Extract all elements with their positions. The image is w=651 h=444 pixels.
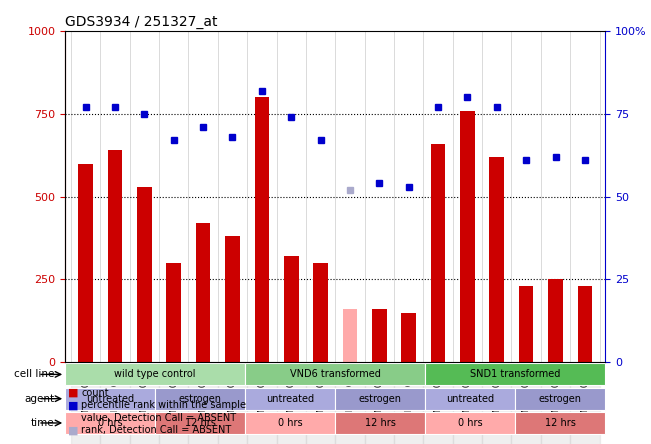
Text: ■: ■ xyxy=(68,388,79,398)
Bar xyxy=(570,362,600,444)
Text: time: time xyxy=(31,418,54,428)
Bar xyxy=(548,279,563,362)
Bar xyxy=(335,362,365,444)
Text: rank, Detection Call = ABSENT: rank, Detection Call = ABSENT xyxy=(81,425,232,435)
Text: SND1 transformed: SND1 transformed xyxy=(470,369,561,380)
Text: 0 hrs: 0 hrs xyxy=(458,418,482,428)
Text: GDS3934 / 251327_at: GDS3934 / 251327_at xyxy=(65,15,217,29)
FancyBboxPatch shape xyxy=(245,364,425,385)
FancyBboxPatch shape xyxy=(335,388,425,410)
Text: ■: ■ xyxy=(68,413,79,423)
Text: count: count xyxy=(81,388,109,398)
Bar xyxy=(159,362,188,444)
Text: 0 hrs: 0 hrs xyxy=(98,418,122,428)
Bar xyxy=(218,362,247,444)
Text: agent: agent xyxy=(24,394,54,404)
Bar xyxy=(313,263,328,362)
Bar xyxy=(130,362,159,444)
Bar xyxy=(372,309,387,362)
Bar xyxy=(519,286,533,362)
Bar xyxy=(482,362,512,444)
Bar xyxy=(78,163,93,362)
FancyBboxPatch shape xyxy=(155,388,245,410)
Text: 0 hrs: 0 hrs xyxy=(278,418,303,428)
Text: percentile rank within the sample: percentile rank within the sample xyxy=(81,400,246,410)
Bar xyxy=(255,97,270,362)
FancyBboxPatch shape xyxy=(425,388,516,410)
Text: value, Detection Call = ABSENT: value, Detection Call = ABSENT xyxy=(81,413,236,423)
Bar xyxy=(365,362,394,444)
Bar xyxy=(401,313,416,362)
Bar xyxy=(490,157,504,362)
Bar xyxy=(306,362,335,444)
Bar xyxy=(577,286,592,362)
FancyBboxPatch shape xyxy=(516,388,605,410)
Bar xyxy=(71,362,100,444)
Text: ■: ■ xyxy=(68,425,79,435)
FancyBboxPatch shape xyxy=(65,364,245,385)
Text: cell line: cell line xyxy=(14,369,54,380)
Bar xyxy=(247,362,277,444)
Bar xyxy=(137,187,152,362)
Text: estrogen: estrogen xyxy=(359,394,402,404)
FancyBboxPatch shape xyxy=(245,412,335,434)
FancyBboxPatch shape xyxy=(65,388,155,410)
FancyBboxPatch shape xyxy=(425,364,605,385)
FancyBboxPatch shape xyxy=(65,412,155,434)
Bar xyxy=(452,362,482,444)
Bar xyxy=(225,236,240,362)
Bar xyxy=(277,362,306,444)
Bar xyxy=(107,151,122,362)
Bar xyxy=(512,362,541,444)
Bar xyxy=(423,362,452,444)
Bar xyxy=(196,223,210,362)
FancyBboxPatch shape xyxy=(425,412,516,434)
Text: 12 hrs: 12 hrs xyxy=(185,418,215,428)
Text: estrogen: estrogen xyxy=(539,394,582,404)
Text: ■: ■ xyxy=(68,400,79,410)
FancyBboxPatch shape xyxy=(335,412,425,434)
Text: estrogen: estrogen xyxy=(178,394,222,404)
Text: wild type control: wild type control xyxy=(115,369,196,380)
Bar xyxy=(460,111,475,362)
Bar xyxy=(394,362,423,444)
Text: VND6 transformed: VND6 transformed xyxy=(290,369,381,380)
Bar xyxy=(342,309,357,362)
Bar xyxy=(431,144,445,362)
Text: 12 hrs: 12 hrs xyxy=(365,418,396,428)
Text: untreated: untreated xyxy=(86,394,134,404)
Bar xyxy=(284,256,299,362)
Bar xyxy=(188,362,218,444)
FancyBboxPatch shape xyxy=(245,388,335,410)
FancyBboxPatch shape xyxy=(155,412,245,434)
Text: untreated: untreated xyxy=(447,394,494,404)
Bar xyxy=(167,263,181,362)
Bar xyxy=(541,362,570,444)
Text: untreated: untreated xyxy=(266,394,314,404)
Text: 12 hrs: 12 hrs xyxy=(545,418,576,428)
FancyBboxPatch shape xyxy=(516,412,605,434)
Bar xyxy=(100,362,130,444)
